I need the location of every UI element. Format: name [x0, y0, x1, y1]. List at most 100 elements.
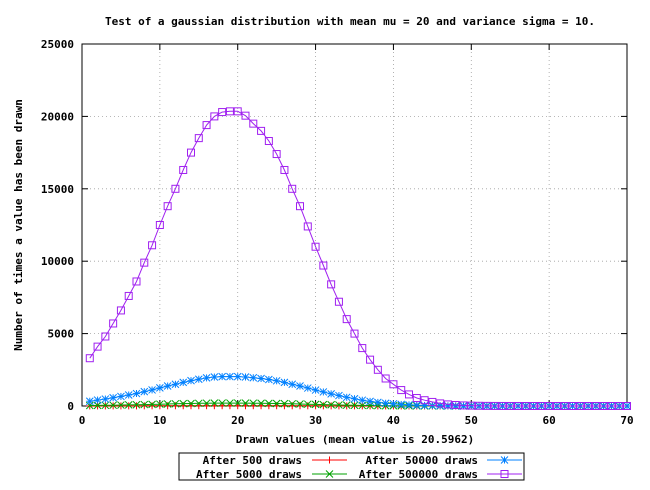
series-4-point — [436, 399, 445, 408]
series-2-point — [117, 401, 125, 409]
chart-title: Test of a gaussian distribution with mea… — [105, 15, 595, 28]
series-1-point — [312, 402, 320, 410]
series-3-point — [420, 401, 429, 410]
series-4-point — [599, 402, 608, 410]
series-2-point — [187, 399, 195, 408]
series-2-point — [171, 399, 180, 408]
series-3-point — [397, 400, 406, 409]
x-tick-label: 60 — [543, 414, 556, 427]
series-2-point — [311, 400, 320, 409]
series-1-point — [319, 402, 327, 410]
series-4-point — [109, 319, 118, 328]
legend-marker-1 — [326, 456, 333, 464]
series-layer — [85, 107, 631, 410]
legend-label-2: After 5000 draws — [196, 468, 302, 481]
series-4-point — [225, 107, 234, 116]
legend-label-3: After 50000 draws — [365, 454, 478, 467]
series-4-point — [210, 112, 219, 121]
series-4-point — [85, 354, 94, 363]
series-4-point — [241, 111, 250, 120]
series-1-point — [109, 402, 117, 410]
series-1-point — [117, 402, 125, 410]
legend-box — [178, 452, 525, 481]
series-2-point — [265, 399, 273, 408]
series-4-point — [148, 241, 157, 250]
series-4-point — [327, 280, 336, 289]
series-3-point — [327, 389, 335, 398]
series-1-point — [148, 402, 156, 410]
series-4-point — [280, 165, 289, 174]
series-2-point — [124, 401, 133, 409]
series-4-point — [475, 401, 484, 410]
y-tick-label: 25000 — [41, 38, 74, 51]
series-3-point — [140, 387, 149, 396]
legend-marker-2 — [325, 470, 334, 478]
series-4-point — [93, 342, 102, 351]
series-4-point — [607, 402, 616, 410]
series-3-point — [412, 401, 421, 410]
series-4-point — [296, 202, 304, 211]
series-3-point — [85, 397, 94, 406]
series-2-point — [233, 399, 242, 407]
y-tick-label: 15000 — [41, 183, 74, 196]
y-tick-label: 20000 — [41, 110, 74, 123]
series-3-point — [303, 384, 312, 392]
series-3-point — [350, 394, 359, 403]
series-3-point — [374, 398, 382, 407]
x-tick-label: 40 — [387, 414, 400, 427]
series-4-point — [163, 202, 172, 211]
series-3-point — [335, 391, 343, 400]
series-4-point — [490, 401, 499, 410]
series-2-point — [342, 401, 351, 409]
series-4-point — [405, 390, 413, 399]
series-3-point — [280, 378, 289, 387]
series-4-point — [529, 402, 538, 410]
series-3-point — [101, 395, 110, 403]
series-2-point — [288, 399, 297, 408]
series-4-point — [506, 401, 515, 410]
series-4-point — [132, 277, 141, 286]
series-3-point — [163, 382, 172, 390]
y-axis-label: Number of times a value has been drawn — [12, 99, 25, 351]
series-1-point — [125, 402, 133, 410]
series-3-point — [459, 402, 468, 410]
series-3-point — [218, 372, 226, 381]
series-4-point — [482, 401, 491, 410]
series-2-point — [109, 401, 117, 410]
series-4-point — [397, 386, 406, 395]
series-4-point — [552, 402, 561, 410]
series-4-point — [537, 402, 546, 410]
series-3-point — [358, 396, 367, 405]
series-4-point — [381, 374, 390, 383]
series-2-point — [163, 400, 172, 408]
series-2-point — [350, 401, 359, 410]
series-4-point — [101, 332, 110, 341]
series-4-point — [358, 344, 367, 353]
y-tick-label: 0 — [67, 400, 74, 413]
series-3-point — [257, 374, 265, 383]
series-4-point — [319, 261, 328, 270]
x-tick-label: 70 — [620, 414, 633, 427]
series-3-point — [249, 373, 258, 382]
series-4-point — [420, 396, 429, 405]
series-2-point — [303, 400, 312, 409]
series-4-point — [264, 137, 273, 146]
series-4-point — [366, 355, 375, 364]
series-3-point — [202, 374, 211, 382]
series-2-point — [241, 399, 250, 407]
series-3-point — [132, 389, 141, 398]
series-4-point — [514, 401, 522, 410]
series-3-point — [156, 384, 164, 392]
series-2-point — [272, 399, 281, 408]
series-1-point — [133, 402, 140, 410]
series-4-point — [303, 222, 312, 231]
series-3-point — [148, 386, 156, 394]
series-3-point — [311, 386, 320, 394]
series-4-point — [233, 107, 242, 116]
series-3-point — [124, 391, 133, 399]
series-4-point — [187, 148, 195, 157]
series-4-point — [155, 221, 164, 229]
axes: 0 10 20 30 40 50 60 70 0 5000 10000 15000 20000 25000 — [41, 38, 634, 427]
series-4-point — [124, 291, 133, 300]
